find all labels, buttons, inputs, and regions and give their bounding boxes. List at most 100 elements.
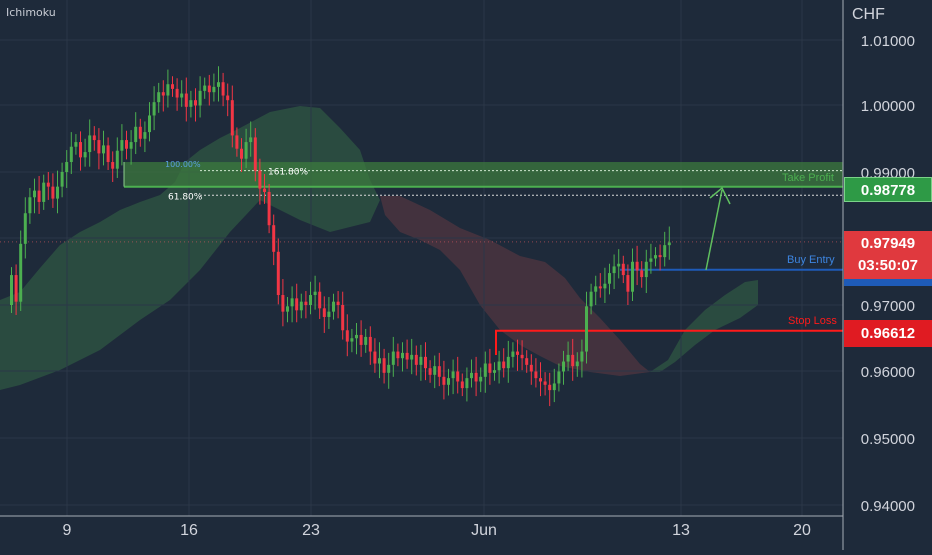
candle-body — [525, 358, 529, 365]
candle-body — [194, 100, 197, 106]
fib-label-100: 100.00% — [165, 160, 201, 169]
candle-body — [437, 366, 441, 377]
candle-body — [60, 172, 64, 187]
candle-body — [433, 366, 437, 375]
candle-body — [355, 334, 358, 339]
candle-body — [134, 126, 138, 143]
candle-body — [318, 291, 322, 309]
candle-body — [184, 93, 188, 107]
candle-body — [304, 301, 308, 305]
x-tick-label: 16 — [180, 522, 198, 539]
candle-body — [534, 371, 538, 379]
candle-body — [299, 301, 303, 311]
candle-body — [612, 266, 616, 274]
candle-body — [276, 251, 280, 296]
candle-body — [115, 150, 119, 169]
stop-loss-line — [495, 329, 843, 355]
candle-body — [97, 140, 101, 154]
candle-body — [166, 84, 170, 96]
candle-body — [161, 92, 165, 96]
candle-body — [189, 100, 193, 107]
candle-body — [479, 376, 483, 382]
candle-body — [626, 275, 630, 292]
candle-body — [488, 363, 492, 373]
candle-body — [129, 142, 133, 149]
candle-body — [19, 243, 23, 302]
candle-body — [258, 170, 262, 189]
candle-body — [272, 225, 276, 252]
candle-body — [571, 354, 575, 367]
candle-body — [580, 351, 584, 362]
y-tick-label: 0.96000 — [861, 364, 915, 381]
candle-body — [281, 295, 285, 312]
candle-body — [658, 255, 662, 258]
candle-body — [10, 275, 13, 305]
candle-body — [548, 384, 552, 391]
candle-body — [23, 213, 27, 244]
candle-body — [396, 351, 400, 359]
candle-body — [217, 82, 220, 87]
fib-label-161: 161.80% — [268, 168, 308, 178]
arrow-line — [705, 189, 723, 271]
candle-body — [350, 338, 354, 342]
candle-body — [88, 135, 92, 153]
candle-body — [405, 352, 409, 360]
candle-body — [502, 361, 506, 369]
candle-body — [51, 186, 55, 199]
candle-body — [387, 364, 391, 373]
candle-body — [520, 354, 524, 359]
candle-body — [382, 358, 386, 373]
candle-body — [157, 92, 161, 103]
candle-body — [143, 132, 147, 139]
x-tick-label: 13 — [672, 522, 690, 539]
ichimoku-cloud-future — [650, 280, 758, 372]
candle-body — [46, 182, 50, 187]
candle-body — [253, 137, 257, 171]
candle-body — [14, 275, 18, 302]
candle-body — [230, 100, 234, 136]
candle-body — [92, 135, 96, 141]
buy-entry-label: Buy Entry — [787, 254, 835, 266]
candle-body — [83, 152, 87, 158]
candle-body — [414, 354, 418, 365]
candle-body — [226, 95, 230, 101]
candle-body — [309, 295, 312, 305]
candle-body — [566, 354, 570, 362]
candle-body — [235, 135, 239, 149]
x-tick-label: 20 — [793, 522, 811, 539]
candle-body — [341, 305, 345, 331]
x-tick-label: 23 — [302, 522, 320, 539]
candle-body — [378, 358, 381, 364]
candle-body — [79, 142, 82, 158]
take-profit-label: Take Profit — [782, 172, 834, 184]
candle-body — [557, 371, 561, 384]
candle-body — [428, 368, 432, 375]
candle-body — [474, 372, 478, 382]
candle-body — [37, 190, 41, 202]
candle-body — [327, 311, 331, 317]
candle-body — [529, 364, 533, 372]
candle-body — [654, 255, 657, 259]
candle-body — [207, 85, 211, 93]
candle-body — [442, 376, 446, 385]
candle-body — [286, 306, 289, 312]
current-price-value: 0.97949 — [860, 235, 916, 252]
stop-loss-label: Stop Loss — [788, 315, 837, 327]
candle-body — [368, 336, 372, 352]
candle-body — [451, 371, 455, 379]
candle-body — [33, 190, 36, 198]
y-tick-label: 1.01000 — [861, 33, 915, 50]
candle-body — [373, 351, 377, 364]
candle-body — [212, 86, 216, 93]
candle-body — [171, 84, 174, 89]
candle-body — [644, 261, 648, 278]
x-tick-label: Jun — [471, 522, 497, 539]
candle-body — [447, 378, 450, 385]
candle-body — [511, 351, 515, 357]
candle-body — [552, 383, 556, 391]
candle-body — [345, 330, 349, 342]
candle-body — [313, 291, 317, 296]
candle-body — [332, 301, 335, 312]
